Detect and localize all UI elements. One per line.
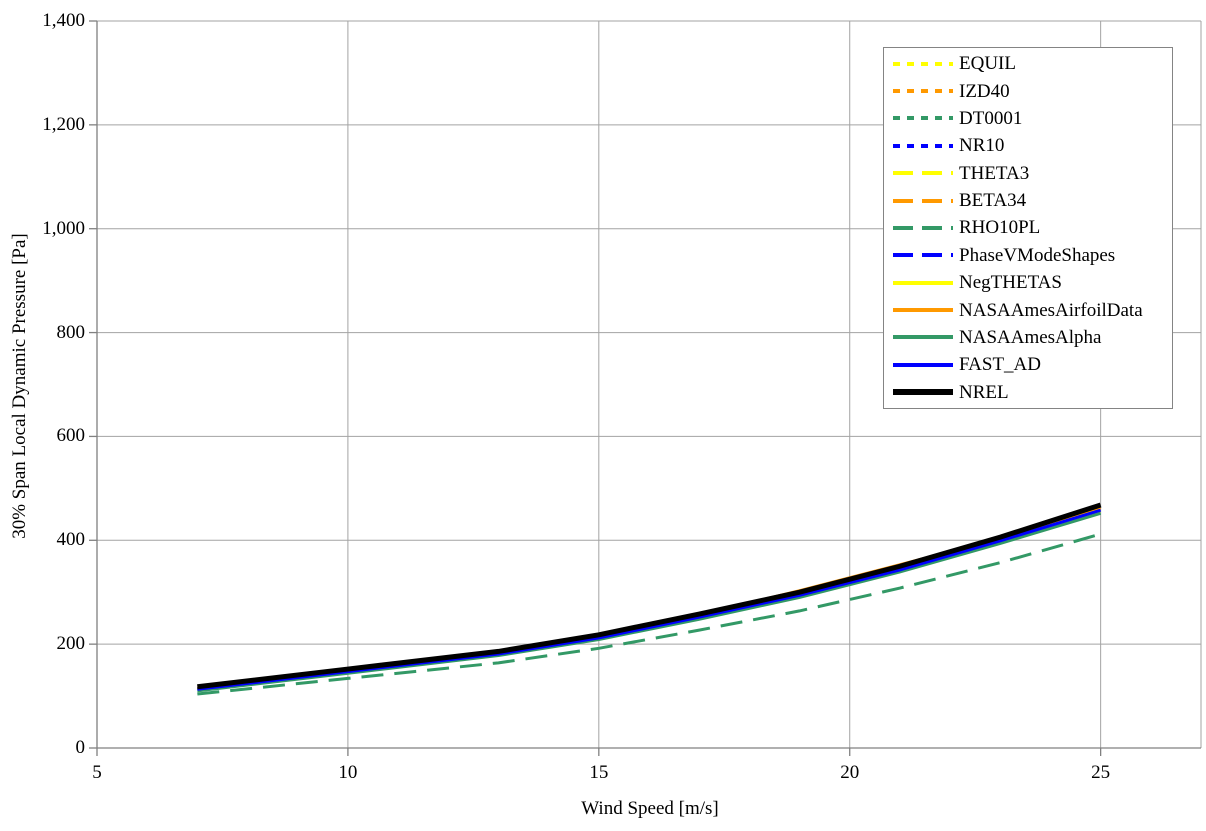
legend-label: NegTHETAS — [959, 272, 1062, 294]
legend-item-EQUIL: EQUIL — [884, 51, 1172, 77]
legend-item-THETA3: THETA3 — [884, 160, 1172, 186]
legend-item-NREL: NREL — [884, 379, 1172, 405]
series-line-BETA34 — [197, 508, 1102, 691]
y-tick-label: 0 — [75, 737, 86, 758]
y-axis-title: 30% Span Local Dynamic Pressure [Pa] — [9, 233, 30, 539]
y-tick-label: 1,400 — [42, 10, 85, 31]
series-line-NASAAmesAirfoilData — [197, 506, 1102, 690]
legend-line-sample — [893, 198, 953, 203]
series-line-RHO10PL — [197, 532, 1102, 696]
legend-item-NR10: NR10 — [884, 133, 1172, 159]
legend-label: EQUIL — [959, 53, 1016, 75]
legend-line-sample — [893, 61, 953, 66]
x-tick-label: 20 — [840, 762, 860, 783]
legend-item-NASAAmesAlpha: NASAAmesAlpha — [884, 324, 1172, 350]
y-tick-label: 400 — [56, 529, 86, 551]
series-line-FAST_AD — [197, 508, 1102, 691]
legend-box: EQUIL IZD40 DT0001 NR10 THETA3 BETA34 RHO10PL P… — [883, 47, 1173, 409]
legend-label: NREL — [959, 381, 1009, 403]
legend-line-sample — [893, 143, 953, 148]
legend-label: NR10 — [959, 135, 1005, 157]
x-tick-label: 5 — [92, 762, 102, 783]
x-tick-label: 10 — [338, 762, 358, 783]
legend-label: DT0001 — [959, 107, 1023, 129]
y-tick-label: 600 — [56, 425, 86, 447]
series-line-PhaseVModeShapes — [197, 508, 1102, 691]
y-tick-label: 800 — [56, 321, 86, 343]
legend-line-sample — [893, 225, 953, 230]
legend-label: RHO10PL — [959, 217, 1041, 239]
series-line-IZD40 — [197, 508, 1102, 691]
y-tick-label: 200 — [56, 633, 86, 655]
legend-label: NASAAmesAlpha — [959, 326, 1102, 348]
legend-item-FAST_AD: FAST_AD — [884, 352, 1172, 378]
series-line-EQUIL — [197, 508, 1102, 691]
series-line-NR10 — [197, 508, 1102, 691]
legend-item-PhaseVModeShapes: PhaseVModeShapes — [884, 242, 1172, 268]
legend-item-NASAAmesAirfoilData: NASAAmesAirfoilData — [884, 297, 1172, 323]
series-line-NegTHETAS — [197, 509, 1102, 691]
legend-item-DT0001: DT0001 — [884, 105, 1172, 131]
legend-line-sample — [893, 308, 953, 313]
series-line-THETA3 — [197, 508, 1102, 691]
legend-line-sample — [893, 171, 953, 176]
legend-line-sample — [893, 389, 953, 396]
series-line-DT0001 — [197, 508, 1102, 691]
legend-line-sample — [893, 335, 953, 340]
legend-line-sample — [893, 362, 953, 367]
legend-label: NASAAmesAirfoilData — [959, 299, 1143, 321]
x-axis-title: Wind Speed [m/s] — [581, 798, 719, 819]
x-tick-label: 25 — [1091, 762, 1111, 783]
legend-item-IZD40: IZD40 — [884, 78, 1172, 104]
series-line-NREL — [197, 502, 1102, 690]
legend-line-sample — [893, 253, 953, 258]
legend-item-RHO10PL: RHO10PL — [884, 215, 1172, 241]
legend-label: IZD40 — [959, 80, 1010, 102]
legend-label: FAST_AD — [959, 354, 1041, 376]
legend-item-NegTHETAS: NegTHETAS — [884, 270, 1172, 296]
y-tick-label: 1,000 — [42, 217, 85, 239]
legend-label: PhaseVModeShapes — [959, 244, 1116, 266]
legend-label: THETA3 — [959, 162, 1030, 184]
legend-item-BETA34: BETA34 — [884, 188, 1172, 214]
legend-line-sample — [893, 280, 953, 285]
y-tick-label: 1,200 — [42, 113, 85, 135]
legend-line-sample — [893, 116, 953, 121]
legend-line-sample — [893, 89, 953, 94]
series-line-NASAAmesAlpha — [197, 511, 1102, 693]
legend-label: BETA34 — [959, 190, 1027, 212]
x-tick-label: 15 — [589, 762, 609, 783]
